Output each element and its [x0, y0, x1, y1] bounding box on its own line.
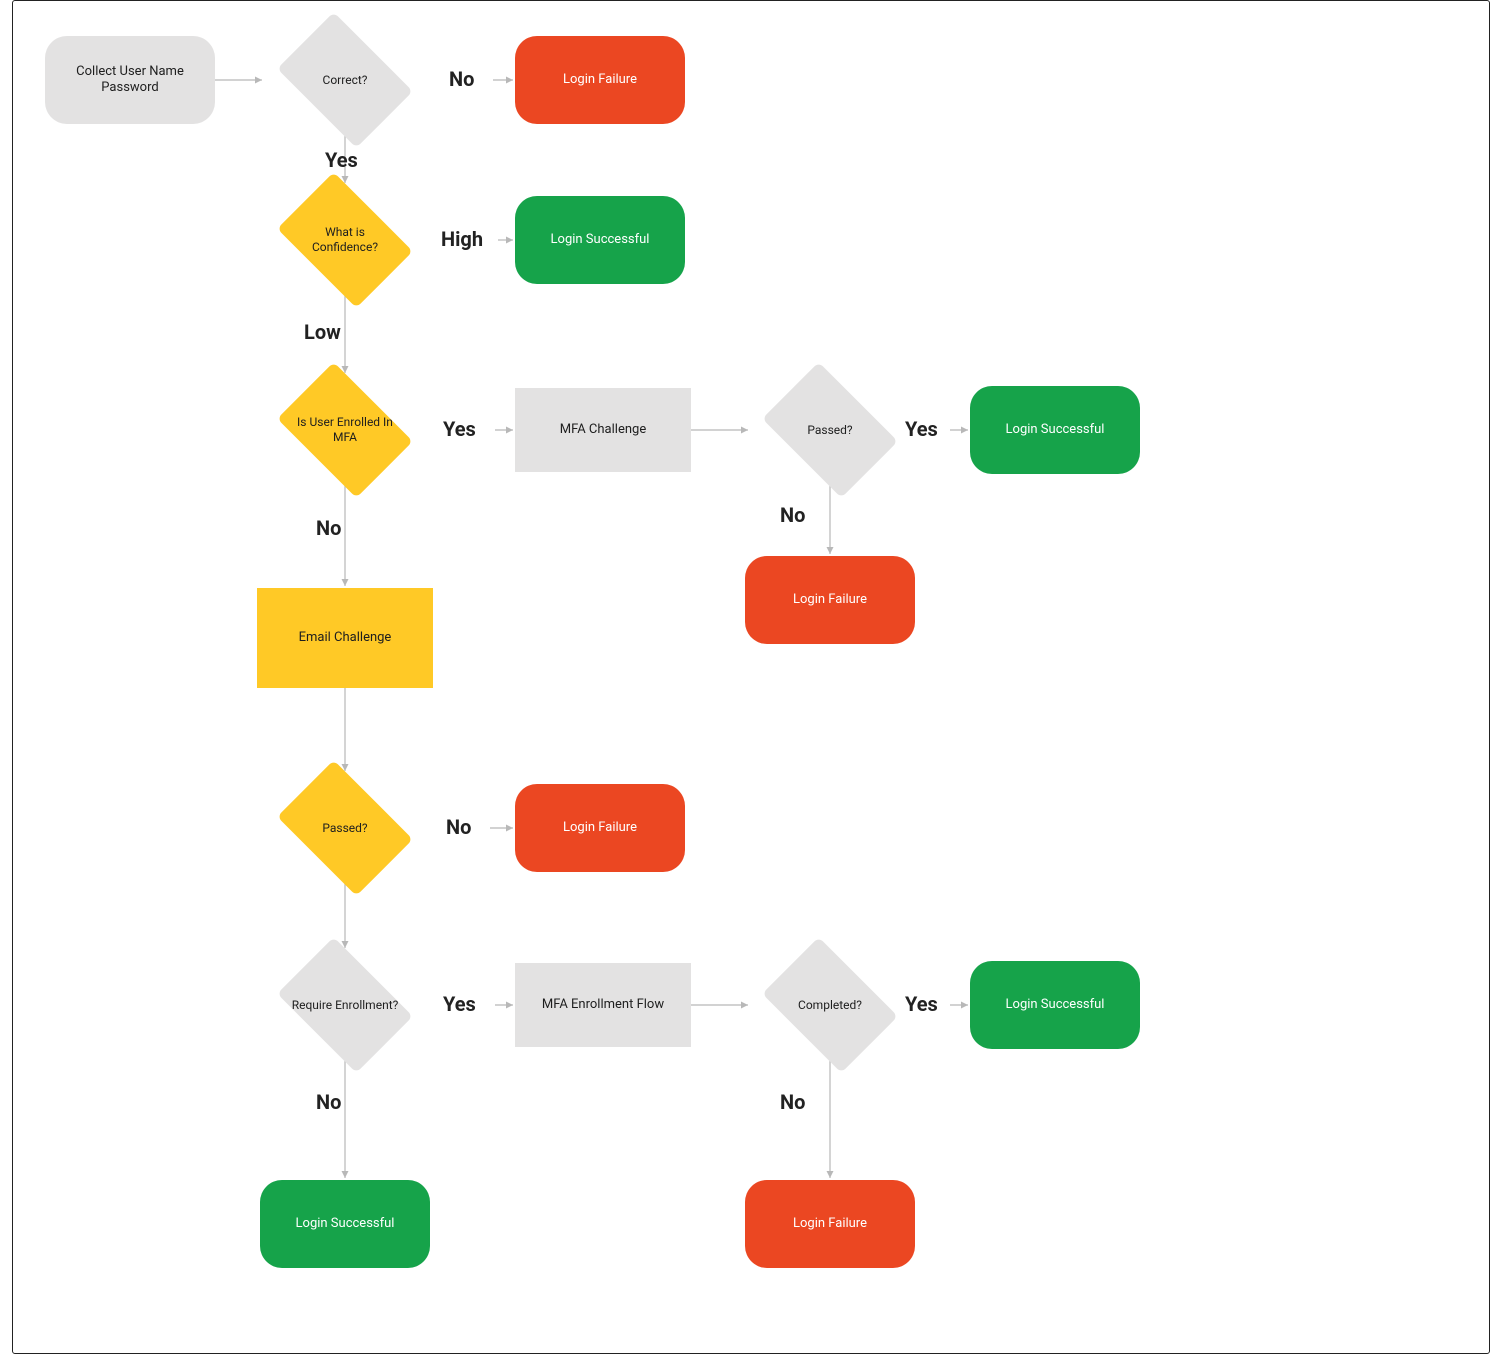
node-email-challenge: Email Challenge	[257, 588, 433, 688]
node-collect: Collect User Name Password	[45, 36, 215, 124]
node-completed-label: Completed?	[750, 950, 910, 1060]
node-success2-label: Login Successful	[998, 418, 1113, 442]
node-success3: Login Successful	[970, 961, 1140, 1049]
node-fail4-label: Login Failure	[785, 1212, 875, 1236]
node-fail4: Login Failure	[745, 1180, 915, 1268]
node-enrolled-label: Is User Enrolled In MFA	[265, 375, 425, 485]
node-passed-email-label: Passed?	[265, 773, 425, 883]
node-fail2: Login Failure	[745, 556, 915, 644]
node-fail1-label: Login Failure	[555, 68, 645, 92]
edge-label-correct-no: No	[449, 67, 474, 91]
node-success4: Login Successful	[260, 1180, 430, 1268]
edge-label-conf-low: Low	[304, 320, 341, 344]
node-confidence-label: What is Confidence?	[265, 185, 425, 295]
node-require-enroll-label: Require Enrollment?	[265, 950, 425, 1060]
node-completed: Completed?	[750, 950, 910, 1060]
node-passed-email: Passed?	[265, 773, 425, 883]
flowchart-canvas: Collect User Name Password Correct? Logi…	[0, 0, 1502, 1366]
edge-label-correct-yes: Yes	[325, 148, 358, 172]
node-success1-label: Login Successful	[543, 228, 658, 252]
node-fail3: Login Failure	[515, 784, 685, 872]
node-success4-label: Login Successful	[288, 1212, 403, 1236]
edge-label-require-no: No	[316, 1090, 341, 1114]
node-fail3-label: Login Failure	[555, 816, 645, 840]
node-mfa-challenge: MFA Challenge	[515, 388, 691, 472]
edge-label-passed-mfa-yes: Yes	[905, 417, 938, 441]
node-correct-label: Correct?	[265, 25, 425, 135]
edge-label-require-yes: Yes	[443, 992, 476, 1016]
edge-label-passed-email-no: No	[446, 815, 471, 839]
node-correct: Correct?	[265, 25, 425, 135]
node-fail2-label: Login Failure	[785, 588, 875, 612]
node-require-enroll: Require Enrollment?	[265, 950, 425, 1060]
edge-label-completed-no: No	[780, 1090, 805, 1114]
node-confidence: What is Confidence?	[265, 185, 425, 295]
node-mfa-enroll: MFA Enrollment Flow	[515, 963, 691, 1047]
node-fail1: Login Failure	[515, 36, 685, 124]
node-success3-label: Login Successful	[998, 993, 1113, 1017]
edge-label-conf-high: High	[441, 227, 483, 251]
edge-label-passed-mfa-no: No	[780, 503, 805, 527]
node-passed-mfa: Passed?	[750, 375, 910, 485]
edge-label-enrolled-yes: Yes	[443, 417, 476, 441]
node-mfa-enroll-label: MFA Enrollment Flow	[534, 993, 672, 1017]
node-mfa-challenge-label: MFA Challenge	[552, 418, 654, 442]
node-email-challenge-label: Email Challenge	[291, 626, 400, 650]
node-collect-label: Collect User Name Password	[45, 60, 215, 101]
edge-label-enrolled-no: No	[316, 516, 341, 540]
frame-border	[12, 0, 1490, 1354]
node-passed-mfa-label: Passed?	[750, 375, 910, 485]
edge-label-completed-yes: Yes	[905, 992, 938, 1016]
node-enrolled: Is User Enrolled In MFA	[265, 375, 425, 485]
node-success2: Login Successful	[970, 386, 1140, 474]
node-success1: Login Successful	[515, 196, 685, 284]
